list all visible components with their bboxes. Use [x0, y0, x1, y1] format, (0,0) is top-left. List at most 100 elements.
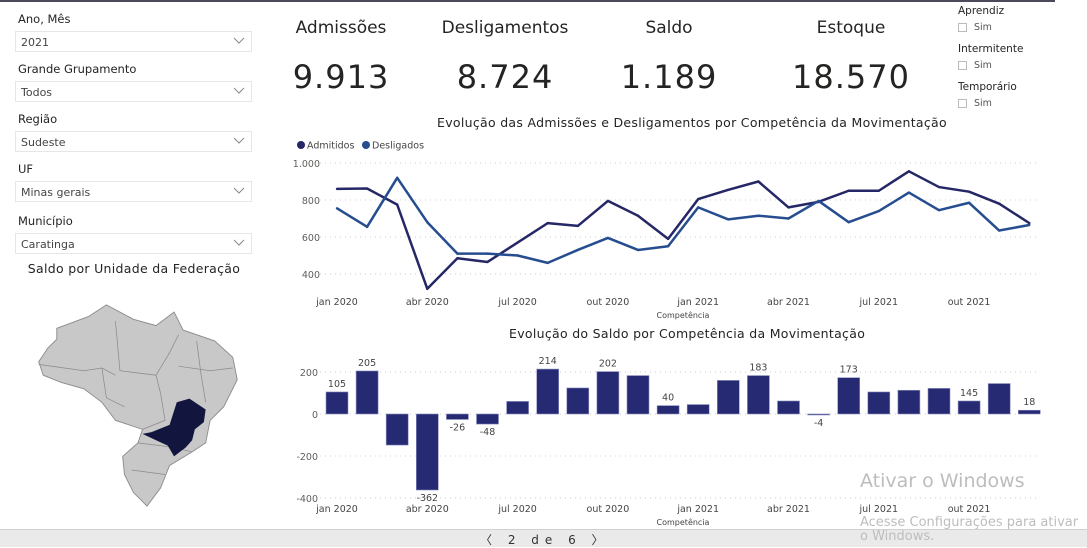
checkbox[interactable]	[958, 99, 967, 108]
data-point[interactable]	[937, 208, 941, 212]
bar[interactable]	[536, 368, 560, 415]
filter-dropdown[interactable]: 2021	[15, 31, 252, 52]
data-point[interactable]	[576, 248, 579, 252]
series-line-desligados[interactable]	[336, 176, 1030, 265]
x-tick-label: out 2020	[587, 297, 630, 308]
data-point[interactable]	[967, 201, 971, 204]
data-point[interactable]	[606, 199, 610, 203]
data-point[interactable]	[396, 203, 399, 206]
data-point[interactable]	[636, 248, 640, 252]
data-point[interactable]	[365, 225, 369, 229]
data-point[interactable]	[335, 187, 339, 191]
data-point[interactable]	[636, 214, 640, 217]
bar[interactable]	[927, 388, 951, 415]
brazil-map[interactable]	[15, 285, 270, 525]
filter-dropdown[interactable]: Minas gerais	[15, 181, 252, 202]
data-point[interactable]	[365, 187, 369, 190]
data-point[interactable]	[456, 252, 459, 255]
bar[interactable]	[415, 413, 439, 491]
bar[interactable]	[656, 405, 680, 415]
data-point[interactable]	[1028, 221, 1031, 225]
bar[interactable]	[777, 400, 800, 415]
data-point[interactable]	[847, 221, 850, 224]
data-point[interactable]	[546, 221, 549, 225]
bar[interactable]	[897, 389, 921, 415]
legend-label[interactable]: Desligados	[372, 141, 424, 152]
data-point[interactable]	[426, 287, 429, 290]
data-point[interactable]	[998, 229, 1001, 232]
bar[interactable]	[837, 377, 861, 415]
bar[interactable]	[476, 413, 499, 425]
bar[interactable]	[446, 413, 469, 420]
bar[interactable]	[385, 413, 409, 446]
data-point[interactable]	[967, 190, 971, 193]
bar[interactable]	[807, 413, 830, 416]
y-tick-label: 0	[312, 410, 318, 421]
data-point[interactable]	[937, 185, 941, 189]
data-point[interactable]	[516, 241, 519, 244]
bar[interactable]	[716, 380, 740, 415]
filter-dropdown[interactable]: Sudeste	[15, 131, 252, 152]
filter-dropdown[interactable]: Caratinga	[15, 233, 252, 254]
data-point[interactable]	[817, 199, 820, 203]
bar[interactable]	[566, 387, 590, 415]
data-point[interactable]	[666, 245, 670, 248]
y-tick-label: -400	[296, 494, 318, 505]
data-point[interactable]	[697, 206, 700, 209]
bar[interactable]	[747, 375, 770, 415]
kpi-label: Estoque	[816, 18, 886, 38]
bar[interactable]	[596, 371, 620, 415]
x-tick-label: abr 2021	[767, 297, 810, 308]
map-state-minas-gerais[interactable]	[142, 398, 206, 457]
bar[interactable]	[957, 400, 981, 415]
data-point[interactable]	[486, 260, 489, 264]
checkbox[interactable]	[958, 61, 967, 70]
page-navigator[interactable]: 〈 2 de 6 〉	[480, 533, 610, 547]
checkbox[interactable]	[958, 23, 967, 32]
data-point[interactable]	[907, 170, 911, 173]
data-point[interactable]	[757, 214, 760, 217]
data-point[interactable]	[727, 218, 730, 221]
data-point[interactable]	[666, 237, 670, 241]
data-label: -26	[450, 422, 466, 433]
x-tick-label: out 2021	[948, 504, 991, 515]
bar[interactable]	[506, 401, 529, 415]
data-point[interactable]	[998, 202, 1001, 205]
data-point[interactable]	[847, 189, 850, 192]
data-label: -48	[480, 427, 496, 438]
data-point[interactable]	[516, 254, 519, 257]
data-point[interactable]	[697, 197, 700, 201]
bar[interactable]	[355, 370, 379, 415]
bar[interactable]	[987, 383, 1011, 415]
data-point[interactable]	[757, 180, 760, 183]
legend-label[interactable]: Admitidos	[307, 141, 354, 152]
data-point[interactable]	[907, 191, 911, 194]
data-point[interactable]	[456, 257, 459, 260]
bar[interactable]	[325, 391, 349, 415]
data-point[interactable]	[727, 188, 730, 192]
map-country-shape[interactable]	[38, 304, 238, 507]
kpi-value: 9.913	[292, 58, 390, 96]
filter-dropdown[interactable]: Todos	[15, 81, 252, 102]
data-point[interactable]	[486, 252, 489, 255]
bar[interactable]	[1017, 409, 1041, 415]
bar[interactable]	[626, 375, 650, 415]
x-tick-label: out 2020	[587, 504, 630, 515]
data-point[interactable]	[877, 209, 880, 213]
data-point[interactable]	[606, 236, 610, 240]
data-point[interactable]	[877, 189, 880, 192]
data-point[interactable]	[426, 221, 429, 224]
data-point[interactable]	[787, 217, 790, 220]
data-point[interactable]	[1028, 223, 1031, 227]
data-point[interactable]	[335, 207, 339, 210]
data-point[interactable]	[787, 206, 790, 209]
series-line-admitidos[interactable]	[336, 170, 1030, 291]
data-point[interactable]	[396, 176, 399, 179]
bar[interactable]	[867, 391, 891, 415]
data-point[interactable]	[546, 261, 549, 265]
x-tick-label: jan 2020	[315, 504, 358, 515]
bar[interactable]	[686, 404, 710, 415]
data-point[interactable]	[576, 224, 579, 228]
filter-label: UF	[18, 162, 34, 176]
